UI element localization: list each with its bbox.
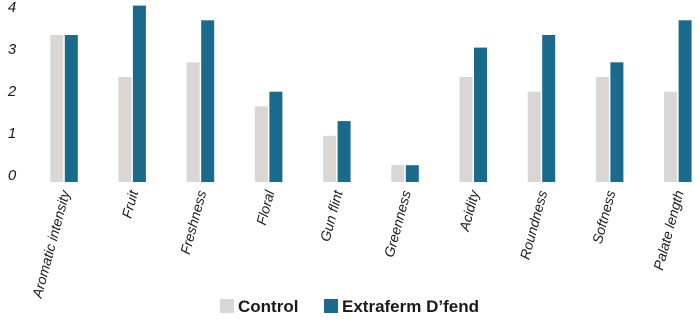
- x-category-label: Aromatic intensity: [29, 188, 74, 301]
- bar-control-3: [254, 106, 268, 182]
- legend-label-control: Control: [238, 297, 298, 316]
- x-category-label: Gun flint: [317, 188, 346, 244]
- legend-label-extraferm: Extraferm D’fend: [342, 297, 479, 316]
- x-axis-labels: Aromatic intensity Fruit Freshness Floral Gu…: [29, 188, 687, 301]
- bar-extraferm-7: [542, 35, 556, 182]
- bar-extraferm-9: [678, 20, 692, 182]
- y-tick-label: 4: [8, 0, 16, 16]
- bar-extraferm-0: [64, 35, 78, 182]
- bar-extraferm-6: [474, 47, 487, 182]
- bar-extraferm-2: [201, 20, 215, 182]
- bar-control-8: [595, 77, 609, 182]
- bar-control-7: [527, 91, 541, 182]
- bar-extraferm-5: [405, 165, 419, 182]
- legend: Control Extraferm D’fend: [220, 297, 479, 316]
- x-category-label: Acidity: [456, 188, 483, 234]
- x-category-label: Floral: [253, 188, 278, 227]
- x-category-label: Softness: [589, 189, 619, 246]
- bar-control-5: [391, 165, 405, 182]
- y-axis-ticks: 0 1 2 3 4: [7, 0, 17, 184]
- x-category-label: Roundness: [517, 189, 551, 262]
- bar-control-4: [323, 135, 337, 182]
- x-category-label: Palate length: [650, 188, 687, 271]
- x-category-label: Freshness: [177, 189, 209, 256]
- bar-control-1: [118, 77, 132, 182]
- bar-control-9: [664, 91, 678, 182]
- bar-extraferm-1: [132, 5, 146, 182]
- y-tick-label: 3: [8, 41, 17, 58]
- x-category-label: Greenness: [381, 189, 414, 259]
- bar-control-2: [186, 62, 200, 182]
- bar-control-0: [50, 35, 64, 182]
- legend-swatch-control: [220, 299, 234, 313]
- bar-extraferm-4: [337, 121, 351, 182]
- bar-control-6: [459, 77, 473, 182]
- legend-swatch-extraferm: [324, 299, 338, 313]
- y-tick-label: 1: [8, 125, 16, 142]
- bars-group: [50, 5, 692, 182]
- x-category-label: Fruit: [118, 188, 141, 220]
- bar-extraferm-8: [610, 62, 624, 182]
- y-tick-label: 2: [7, 83, 17, 100]
- y-tick-label: 0: [8, 167, 17, 184]
- bar-extraferm-3: [269, 91, 283, 182]
